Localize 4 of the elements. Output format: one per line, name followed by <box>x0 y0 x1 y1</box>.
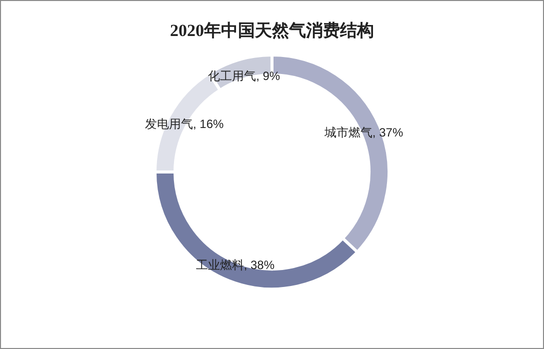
slice-label: 城市燃气, 37% <box>323 125 404 140</box>
slice-label: 发电用气, 16% <box>145 116 224 131</box>
chart-title: 2020年中国天然气消费结构 <box>170 21 374 40</box>
slice-label: 化工用气, 9% <box>208 68 280 83</box>
